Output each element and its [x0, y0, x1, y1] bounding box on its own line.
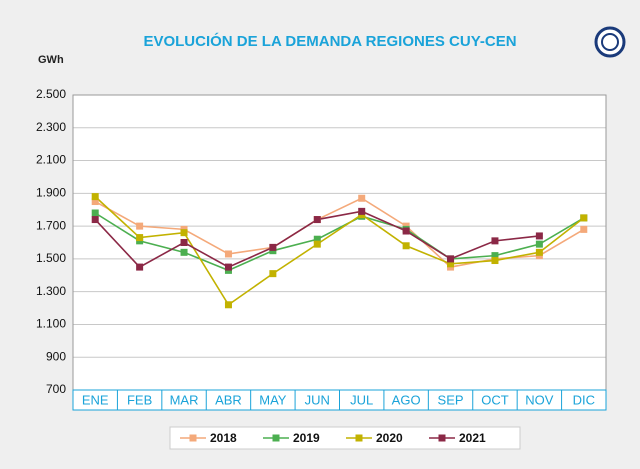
- legend-label: 2018: [210, 431, 237, 445]
- data-point: [402, 242, 410, 250]
- y-tick-label: 1.300: [36, 284, 66, 298]
- data-point: [136, 234, 144, 242]
- chart-title: EVOLUCIÓN DE LA DEMANDA REGIONES CUY-CEN: [143, 32, 516, 50]
- data-point: [180, 239, 188, 246]
- y-tick-label: 2.500: [36, 87, 66, 101]
- data-point: [91, 209, 99, 217]
- x-tick-label: AGO: [392, 392, 421, 407]
- x-tick-label: MAR: [170, 392, 199, 407]
- data-point: [313, 235, 321, 243]
- data-point: [269, 243, 277, 251]
- data-point: [535, 248, 543, 256]
- series-line: [94, 197, 585, 268]
- x-tick-label: MAY: [259, 392, 287, 407]
- y-tick-label: 900: [46, 349, 66, 363]
- data-point: [224, 250, 232, 258]
- data-point: [491, 237, 499, 245]
- y-tick-label: 1.900: [36, 186, 66, 200]
- data-point: [580, 225, 588, 233]
- data-point: [313, 216, 321, 224]
- legend-label: 2021: [459, 431, 486, 445]
- legend-marker: [272, 434, 280, 442]
- data-point: [180, 229, 188, 237]
- series-line: [94, 196, 585, 306]
- data-point: [358, 207, 366, 215]
- data-point: [224, 263, 232, 271]
- data-point: [269, 270, 277, 278]
- data-point: [136, 222, 144, 230]
- data-point: [358, 194, 366, 202]
- x-tick-label: FEB: [127, 392, 152, 407]
- data-point: [447, 260, 455, 268]
- x-tick-label: DIC: [573, 392, 595, 407]
- data-point: [91, 193, 99, 201]
- legend-marker: [438, 434, 446, 442]
- data-point: [224, 301, 232, 309]
- legend-label: 2020: [376, 431, 403, 445]
- data-point: [491, 252, 499, 260]
- data-point: [535, 232, 543, 240]
- plot-area: [73, 95, 606, 390]
- y-tick-label: 2.100: [36, 153, 66, 167]
- data-point: [402, 227, 410, 235]
- y-tick-label: 1.500: [36, 251, 66, 265]
- x-tick-label: NOV: [525, 392, 554, 407]
- data-point: [580, 214, 588, 222]
- y-tick-label: 1.700: [36, 218, 66, 232]
- legend-box: [169, 426, 521, 450]
- legend-marker: [189, 434, 197, 442]
- x-tick-label: ABR: [215, 392, 242, 407]
- legend-marker: [355, 434, 363, 442]
- logo: [594, 26, 626, 58]
- data-point: [180, 248, 188, 256]
- x-tick-label: ENE: [82, 392, 109, 407]
- data-point: [535, 240, 543, 248]
- data-point: [313, 240, 321, 248]
- x-tick-label: OCT: [481, 392, 509, 407]
- y-axis-label: GWh: [38, 54, 64, 66]
- x-tick-label: JUN: [305, 392, 330, 407]
- legend-label: 2019: [293, 431, 320, 445]
- series-line: [94, 212, 585, 272]
- y-tick-label: 1.100: [36, 317, 66, 331]
- data-point: [91, 216, 99, 224]
- x-tick-label: JUL: [350, 392, 373, 407]
- data-point: [447, 255, 455, 263]
- data-point: [491, 257, 499, 265]
- data-point: [91, 198, 99, 206]
- y-tick-label: 700: [46, 382, 66, 396]
- data-point: [136, 263, 144, 271]
- x-tick-label: SEP: [438, 392, 464, 407]
- y-tick-label: 2.300: [36, 120, 66, 134]
